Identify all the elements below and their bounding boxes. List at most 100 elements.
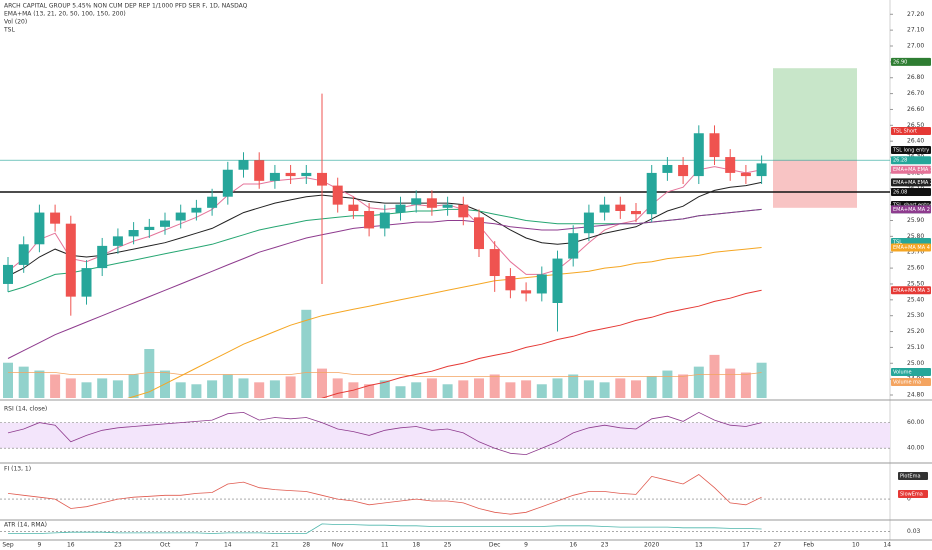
x-tick-label: 13 (695, 542, 703, 549)
pane-title: RSI (14, close) (4, 406, 47, 413)
candle-body (474, 217, 484, 250)
candle-body (505, 276, 516, 291)
candle-body (599, 204, 610, 213)
x-tick-label: 11 (381, 542, 389, 549)
volume-bar (474, 378, 484, 398)
y-tick-label: 60.00 (907, 419, 924, 426)
y-tick-label: 25.20 (907, 328, 924, 335)
y-tick-label: 25.00 (907, 360, 924, 367)
price-tag-label: 26.08 (893, 189, 907, 195)
candle-body (395, 204, 406, 213)
x-tick-label: 21 (271, 542, 279, 549)
x-tick-label: 28 (302, 542, 310, 549)
candle-body (269, 172, 280, 181)
candle-body (568, 233, 579, 259)
candle-body (112, 236, 123, 246)
candle-body (50, 212, 61, 224)
volume-bar (175, 382, 186, 398)
y-tick-label: 25.10 (907, 344, 924, 351)
candle-body (709, 133, 720, 158)
x-tick-label: Feb (803, 542, 814, 549)
candle-body (364, 210, 375, 229)
volume-bar (426, 378, 437, 398)
indicator-label: EMA+MA (13, 21, 20, 50, 100, 150, 200) (4, 11, 126, 18)
candle-body (740, 172, 751, 177)
candle-body (458, 204, 469, 218)
volume-bar (395, 386, 406, 398)
candle-body (426, 198, 437, 208)
volume-bar (458, 380, 469, 398)
candle-body (725, 157, 736, 173)
volume-bar (364, 384, 375, 398)
y-tick-label: 27.00 (907, 43, 924, 50)
volume-bar (50, 374, 61, 398)
series-tag (891, 286, 931, 295)
volume-bar (34, 370, 45, 398)
y-tick-label: 25.60 (907, 265, 924, 272)
price-tag (891, 146, 931, 154)
ma-line (320, 289, 762, 398)
volume-bar (505, 382, 516, 398)
candle-body (332, 185, 343, 205)
volume-bar (191, 384, 202, 398)
y-tick-label: 26.70 (907, 90, 924, 97)
legend-tag (898, 490, 928, 498)
series-tag (891, 178, 931, 187)
volume-ma-line (8, 372, 762, 377)
x-tick-label: 25 (444, 542, 452, 549)
x-tick-label: 16 (67, 542, 75, 549)
y-tick-label: 26.80 (907, 74, 924, 81)
candle-body (207, 196, 218, 208)
pane-title: FI (13, 1) (4, 466, 31, 473)
candle-body (521, 290, 532, 294)
candle-body (128, 230, 139, 237)
price-tag (891, 187, 931, 196)
x-tick-label: Dec (489, 542, 501, 549)
price-tag (891, 368, 931, 376)
y-tick-label: 26.60 (907, 106, 924, 113)
y-tick-label: 25.40 (907, 296, 924, 303)
legend-label: SlowEma (900, 492, 923, 498)
series-tag-label: EMA+MA MA 3 (893, 288, 930, 294)
y-tick-label: 27.10 (907, 27, 924, 34)
candle-body (3, 264, 13, 284)
x-tick-label: 16 (569, 542, 577, 549)
volume-bar (489, 374, 500, 398)
y-tick-label: 0.03 (907, 528, 921, 535)
candle-body (615, 204, 626, 211)
price-tag-label: 26.28 (893, 158, 907, 164)
price-tag (891, 378, 931, 386)
x-tick-label: 2020 (644, 542, 659, 549)
loss-zone (773, 160, 857, 208)
volume-bar (285, 376, 296, 398)
volume-bar (128, 374, 139, 398)
pane-title: ATR (14, RMA) (4, 522, 47, 529)
volume-bar (18, 366, 29, 398)
candle-body (583, 212, 594, 234)
series-tag-label: EMA+MA EMA 1 (893, 167, 932, 173)
x-tick-label: 14 (883, 542, 891, 549)
volume-bar (552, 378, 563, 398)
volume-bar (568, 374, 579, 398)
candle-body (175, 212, 186, 221)
candle-body (254, 160, 265, 181)
main-pane (0, 68, 890, 398)
volume-bar (678, 374, 689, 398)
candle-body (65, 223, 76, 297)
candle-body (379, 212, 390, 229)
indicator-line (7, 474, 762, 515)
x-tick-label: 17 (742, 542, 750, 549)
volume-bar (615, 378, 626, 398)
volume-bar (254, 382, 265, 398)
x-tick-label: 9 (524, 542, 528, 549)
candle-body (678, 164, 689, 177)
candle-body (81, 268, 92, 297)
volume-bar (411, 382, 422, 398)
x-tick-label: 7 (194, 542, 198, 549)
x-tick-label: 10 (852, 542, 860, 549)
candle-body (97, 245, 108, 269)
indicator-line (7, 411, 762, 456)
volume-bar (521, 380, 532, 398)
price-tag-label: 26.90 (893, 59, 907, 65)
